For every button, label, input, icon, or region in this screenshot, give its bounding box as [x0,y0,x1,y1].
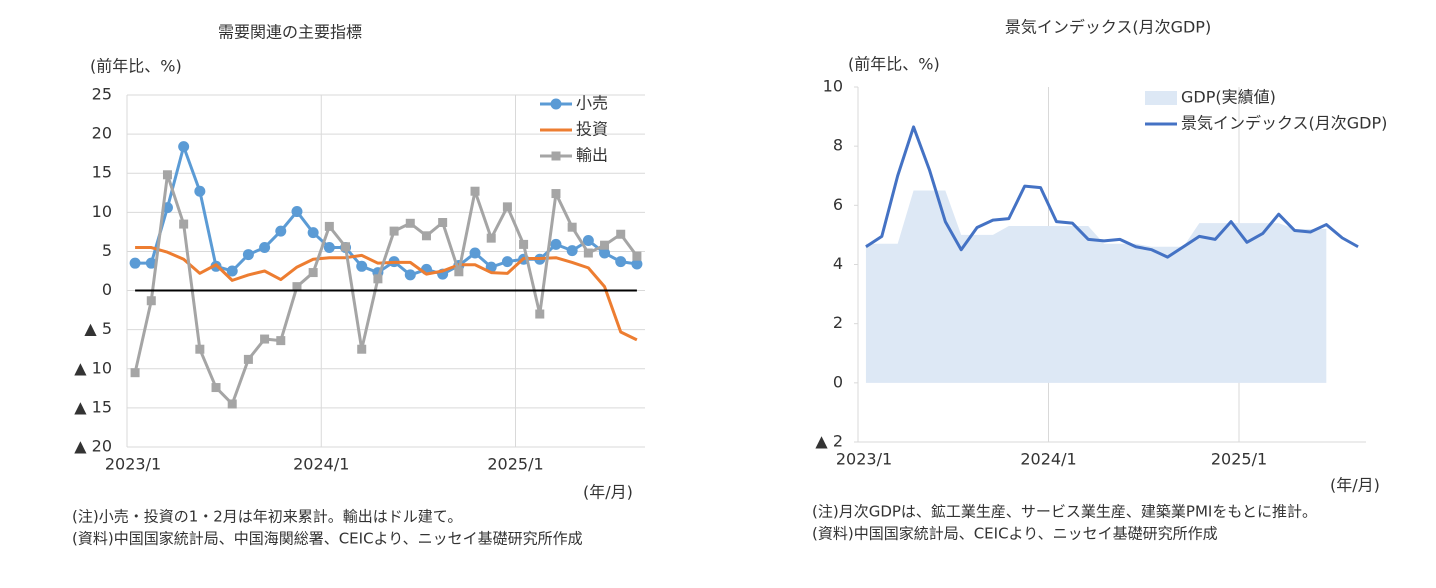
y-tick-label: 2 [833,313,843,332]
x-axis-unit: (年/月) [583,483,633,502]
marker [260,334,270,344]
line [135,246,638,342]
note: (注)月次GDPは、鉱工業生産、サービス業生産、建築業PMIをもとに推計。 [812,503,1317,521]
marker [616,229,626,239]
y-tick-label: 6 [833,195,843,214]
y-tick-label: ▲ 20 [74,437,112,456]
marker [404,269,416,281]
marker [243,354,253,364]
marker [389,226,399,236]
marker [227,399,237,409]
marker [405,218,415,228]
x-tick-label: 2024/1 [1020,450,1076,469]
marker [421,231,431,241]
x-tick-label: 2025/1 [487,455,543,474]
marker [324,221,334,231]
marker [582,234,594,246]
marker [179,219,189,229]
marker [291,206,303,218]
marker [341,242,351,252]
y-tick-label: 10 [92,202,112,221]
y-tick-label: 4 [833,254,843,273]
marker [194,185,206,197]
legend-label: 景気インデックス(月次GDP) [1181,114,1387,133]
note: (資料)中国国家統計局、CEICより、ニッセイ基礎研究所作成 [812,525,1218,543]
marker [275,225,287,237]
marker [599,247,611,259]
line [133,173,639,406]
marker [323,242,335,254]
marker [519,239,529,249]
x-tick-label: 2023/1 [836,450,892,469]
marker [454,267,464,277]
y-tick-label: 5 [102,241,112,260]
marker [438,218,448,228]
marker [162,170,172,180]
legend-marker [550,98,562,110]
marker [535,309,545,319]
legend-label: 小売 [576,94,608,113]
legend-marker [551,151,561,161]
marker [469,247,481,259]
marker [226,265,238,277]
marker [356,260,368,272]
marker [145,257,157,269]
y-tick-label: 10 [823,77,843,96]
marker [615,256,627,268]
y-tick-label: ▲ 5 [84,319,112,338]
y-axis-unit: (前年比、%) [90,57,182,76]
area [865,190,1327,383]
marker [550,238,562,250]
x-tick-label: 2023/1 [105,455,161,474]
marker [600,240,610,250]
marker [292,282,302,292]
marker [373,274,383,284]
note: (資料)中国国家統計局、中国海関総署、CEICより、ニッセイ基礎研究所作成 [72,530,583,548]
marker [566,245,578,257]
marker [631,258,643,270]
y-tick-label: 25 [92,85,112,104]
marker [308,268,318,278]
marker [211,383,221,393]
marker [551,189,561,199]
marker [259,242,271,254]
marker [357,344,367,354]
y-tick-label: ▲ 15 [74,397,112,416]
y-tick-label: 15 [92,163,112,182]
marker [276,336,286,346]
marker [502,202,512,212]
y-tick-label: 20 [92,124,112,143]
marker [178,141,190,153]
marker [567,222,577,232]
marker [486,233,496,243]
legend-label: GDP(実績値) [1181,88,1276,107]
marker [501,256,513,268]
marker [129,257,141,269]
y-tick-label: 0 [833,372,843,391]
legend-label: 投資 [576,120,608,139]
y-tick-label: 8 [833,136,843,155]
y-axis-unit: (前年比、%) [848,55,940,74]
x-tick-label: 2024/1 [293,455,349,474]
marker [583,248,593,258]
y-tick-label: 0 [102,280,112,299]
legend-swatch [1145,91,1177,105]
note: (注)小売・投資の1・2月は年初来累計。輸出はドル建て。 [72,508,462,526]
marker [307,227,319,239]
y-tick-label: ▲ 2 [815,432,843,451]
x-axis-unit: (年/月) [1330,476,1380,495]
chart-title: 需要関連の主要指標 [218,23,362,42]
legend-label: 輸出 [576,146,608,165]
marker [470,186,480,196]
chart-title: 景気インデックス(月次GDP) [1005,18,1211,37]
x-tick-label: 2025/1 [1211,450,1267,469]
marker [195,344,205,354]
marker [146,296,156,306]
marker [130,368,140,378]
marker [242,249,254,261]
marker [632,251,642,261]
line [865,125,1359,259]
y-tick-label: ▲ 10 [74,358,112,377]
